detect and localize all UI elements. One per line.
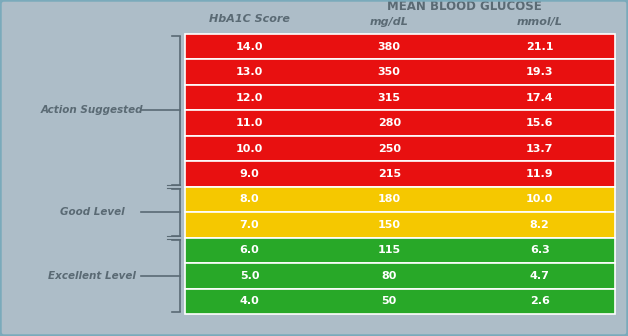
Text: 17.4: 17.4 [526, 93, 553, 102]
Text: mg/dL: mg/dL [370, 17, 409, 27]
Text: 9.0: 9.0 [240, 169, 259, 179]
Text: 10.0: 10.0 [526, 195, 553, 204]
Text: 6.3: 6.3 [530, 245, 550, 255]
Text: MEAN BLOOD GLUCOSE: MEAN BLOOD GLUCOSE [387, 0, 542, 12]
Text: 180: 180 [377, 195, 401, 204]
Bar [185, 34, 615, 59]
Text: 11.9: 11.9 [526, 169, 553, 179]
Bar [185, 212, 615, 238]
Bar [185, 136, 615, 161]
Text: 315: 315 [378, 93, 401, 102]
Text: 21.1: 21.1 [526, 42, 553, 52]
Bar [185, 161, 615, 187]
Text: Excellent Level: Excellent Level [48, 271, 136, 281]
Text: 12.0: 12.0 [236, 93, 263, 102]
Text: 13.0: 13.0 [236, 67, 263, 77]
Text: 80: 80 [382, 271, 397, 281]
Text: Good Level: Good Level [60, 207, 124, 217]
Text: Action Suggested: Action Suggested [41, 106, 143, 115]
Text: 13.7: 13.7 [526, 143, 553, 154]
Text: 4.7: 4.7 [530, 271, 550, 281]
Bar [185, 85, 615, 110]
Bar [185, 110, 615, 136]
Text: 50: 50 [382, 296, 397, 306]
Bar [185, 289, 615, 314]
Text: 8.0: 8.0 [240, 195, 259, 204]
Text: HbA1C Score: HbA1C Score [209, 14, 290, 24]
Bar [185, 34, 615, 314]
Text: 350: 350 [378, 67, 401, 77]
Text: 4.0: 4.0 [240, 296, 259, 306]
Text: 280: 280 [377, 118, 401, 128]
Text: mmol/L: mmol/L [517, 17, 563, 27]
Text: 6.0: 6.0 [240, 245, 259, 255]
Text: 7.0: 7.0 [240, 220, 259, 230]
Text: 11.0: 11.0 [236, 118, 263, 128]
Text: 380: 380 [378, 42, 401, 52]
Text: 8.2: 8.2 [530, 220, 550, 230]
Text: 2.6: 2.6 [530, 296, 550, 306]
Bar [185, 238, 615, 263]
Text: 150: 150 [378, 220, 401, 230]
Text: 215: 215 [377, 169, 401, 179]
Bar [185, 187, 615, 212]
Bar [185, 263, 615, 289]
Text: 19.3: 19.3 [526, 67, 553, 77]
Text: 14.0: 14.0 [236, 42, 263, 52]
Text: 5.0: 5.0 [240, 271, 259, 281]
Text: 250: 250 [378, 143, 401, 154]
Text: 15.6: 15.6 [526, 118, 553, 128]
Bar [185, 59, 615, 85]
Text: 10.0: 10.0 [236, 143, 263, 154]
Text: 115: 115 [377, 245, 401, 255]
